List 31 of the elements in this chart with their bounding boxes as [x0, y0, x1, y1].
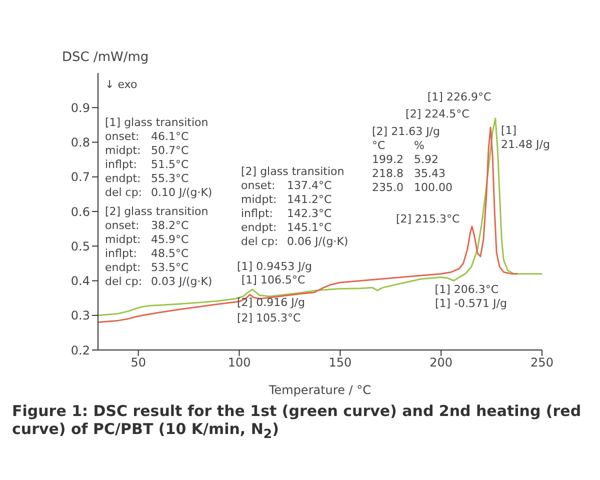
text: [1] glass transition onset: 46.1°C midpt: 50.7°C inflpt: 51.5°C endpt: 55.3°C del cp: 0.10 J/(g·K)	[105, 116, 212, 199]
text: Figure 1: DSC result for the 1st (green curve) and 2nd heating (red curve) of PC/PBT (10 K/min, N$_{2}$)	[11, 402, 582, 441]
y-tick-label: 0.2	[70, 343, 90, 358]
annotation: ↓ exo	[105, 78, 138, 91]
annotation: [2] 215.3°C	[396, 212, 460, 226]
x-tick-label: 100	[228, 356, 251, 370]
annotation: [2] 224.5°C	[406, 107, 470, 120]
annotation: [1] 226.9°C	[427, 90, 492, 104]
y-axis-title: DSC /mW/mg	[62, 50, 149, 65]
y-tick-label: 0.7	[70, 170, 90, 184]
annotation: [1] 0.9453 J/g	[237, 260, 312, 273]
y-tick-label: 0.9	[70, 100, 90, 115]
text: [2] 21.63 J/g °C % 199.2 5.92 218.8 35.43 235.0 100.00	[372, 125, 452, 194]
annotation: [1] -0.571 J/g	[435, 297, 507, 310]
x-tick-label: 200	[430, 356, 453, 370]
annotation: [1] 21.48 J/g	[501, 124, 550, 151]
text: [2] glass transition onset: 137.4°C midpt: 141.2°C inflpt: 142.3°C endpt: 145.1°C del cp: 0.06 J/(g·K)	[241, 165, 348, 248]
annotation: [1] 206.3°C	[434, 282, 499, 296]
x-axis-title: Temperature / °C	[268, 383, 372, 397]
x-tick-label: 50	[130, 356, 146, 370]
y-tick-label: 0.4	[70, 274, 90, 288]
x-tick-label: 250	[530, 356, 554, 370]
text: [2] glass transition onset: 38.2°C midpt: 45.9°C inflpt: 48.5°C endpt: 53.5°C del cp: 0.03 J/(g·K)	[105, 205, 212, 288]
y-tick-label: 0.8	[70, 136, 90, 150]
annotation: [2] 105.3°C	[236, 312, 302, 325]
y-tick-label: 0.6	[70, 204, 90, 219]
annotation: [1] 106.5°C	[241, 273, 306, 286]
annotation: [2] 0.916 J/g	[237, 296, 305, 309]
x-tick-label: 150	[328, 356, 352, 370]
y-tick-label: 0.5	[70, 239, 90, 254]
y-tick-label: 0.3	[70, 308, 90, 323]
